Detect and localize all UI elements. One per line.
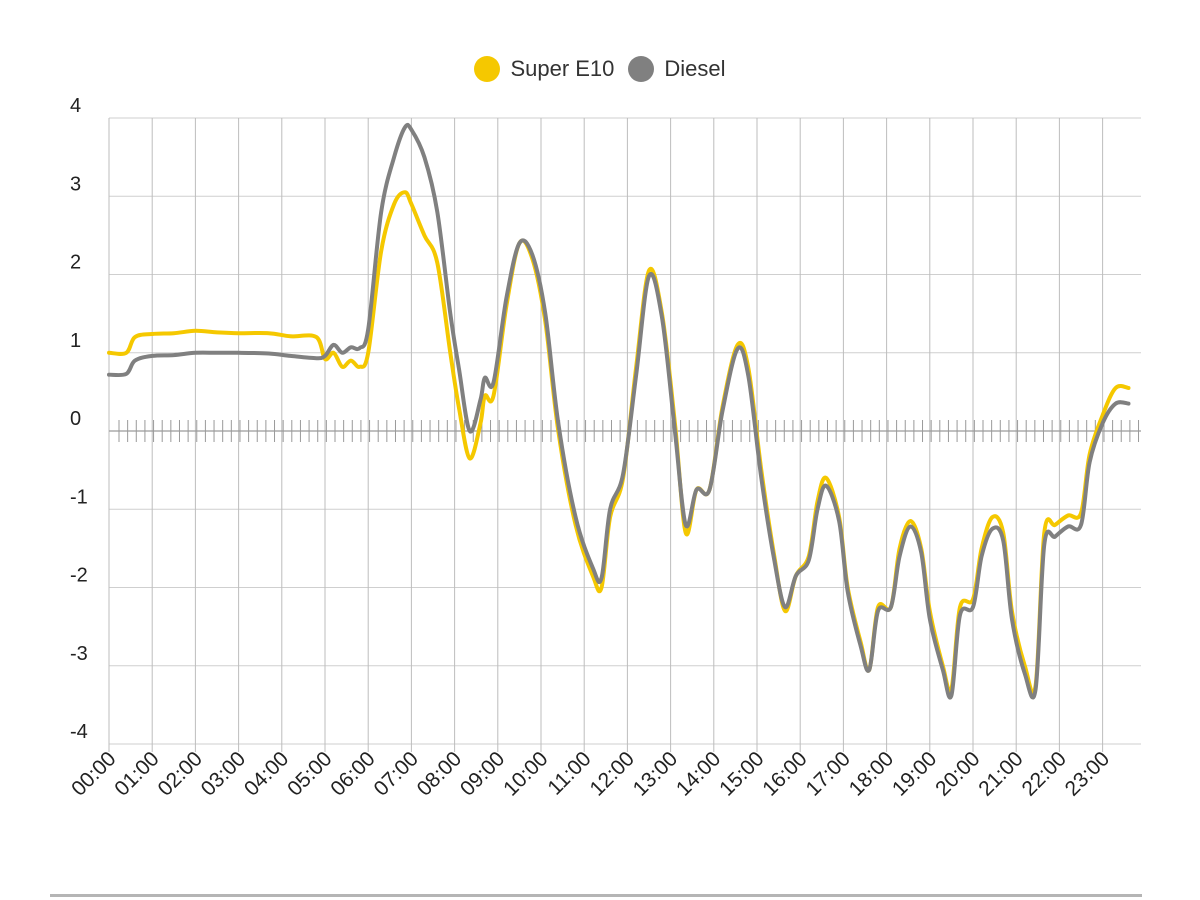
legend-label-super-e10: Super E10	[510, 56, 615, 81]
x-tick-label: 13:00	[629, 747, 682, 800]
x-tick-label: 02:00	[154, 747, 207, 800]
y-tick-label: 2	[70, 252, 81, 274]
x-tick-label: 09:00	[456, 747, 509, 800]
legend-label-diesel: Diesel	[664, 56, 726, 81]
legend-swatch-diesel	[628, 56, 655, 82]
x-tick-label: 18:00	[845, 747, 898, 800]
x-tick-label: 19:00	[888, 747, 941, 800]
y-tick-label: 0	[70, 408, 81, 430]
y-tick-label: 1	[70, 330, 81, 352]
x-tick-label: 01:00	[110, 747, 163, 800]
legend-item-super-e10[interactable]: Super E10	[474, 56, 614, 82]
y-tick-label: -4	[70, 721, 88, 743]
x-tick-label: 03:00	[197, 747, 250, 800]
y-tick-label: -2	[70, 565, 88, 587]
y-tick-label: 4	[70, 95, 81, 117]
x-tick-label: 12:00	[586, 747, 639, 800]
x-tick-label: 23:00	[1061, 747, 1114, 800]
y-tick-label: -3	[70, 643, 88, 665]
x-tick-label: 21:00	[974, 747, 1027, 800]
x-tick-label: 06:00	[326, 747, 379, 800]
y-tick-label: -1	[70, 486, 88, 508]
x-tick-label: 14:00	[672, 747, 725, 800]
bottom-divider	[50, 894, 1142, 897]
x-tick-label: 04:00	[240, 747, 293, 800]
x-tick-label: 17:00	[802, 747, 855, 800]
x-tick-label: 20:00	[931, 747, 984, 800]
x-tick-label: 05:00	[283, 747, 336, 800]
legend-item-diesel[interactable]: Diesel	[628, 56, 726, 82]
series-line-diesel	[107, 122, 1131, 700]
series-line-super-e10	[107, 190, 1131, 696]
chart-legend: Super E10 Diesel	[0, 56, 1200, 82]
x-tick-label: 08:00	[413, 747, 466, 800]
y-tick-label: 3	[70, 173, 81, 195]
x-tick-label: 11:00	[543, 747, 595, 799]
x-tick-label: 07:00	[370, 747, 423, 800]
x-tick-label: 15:00	[715, 747, 768, 800]
x-tick-label: 00:00	[67, 747, 120, 800]
x-tick-label: 16:00	[758, 747, 811, 800]
legend-swatch-super-e10	[474, 56, 501, 82]
x-tick-label: 10:00	[499, 747, 552, 800]
x-tick-label: 22:00	[1018, 747, 1071, 800]
